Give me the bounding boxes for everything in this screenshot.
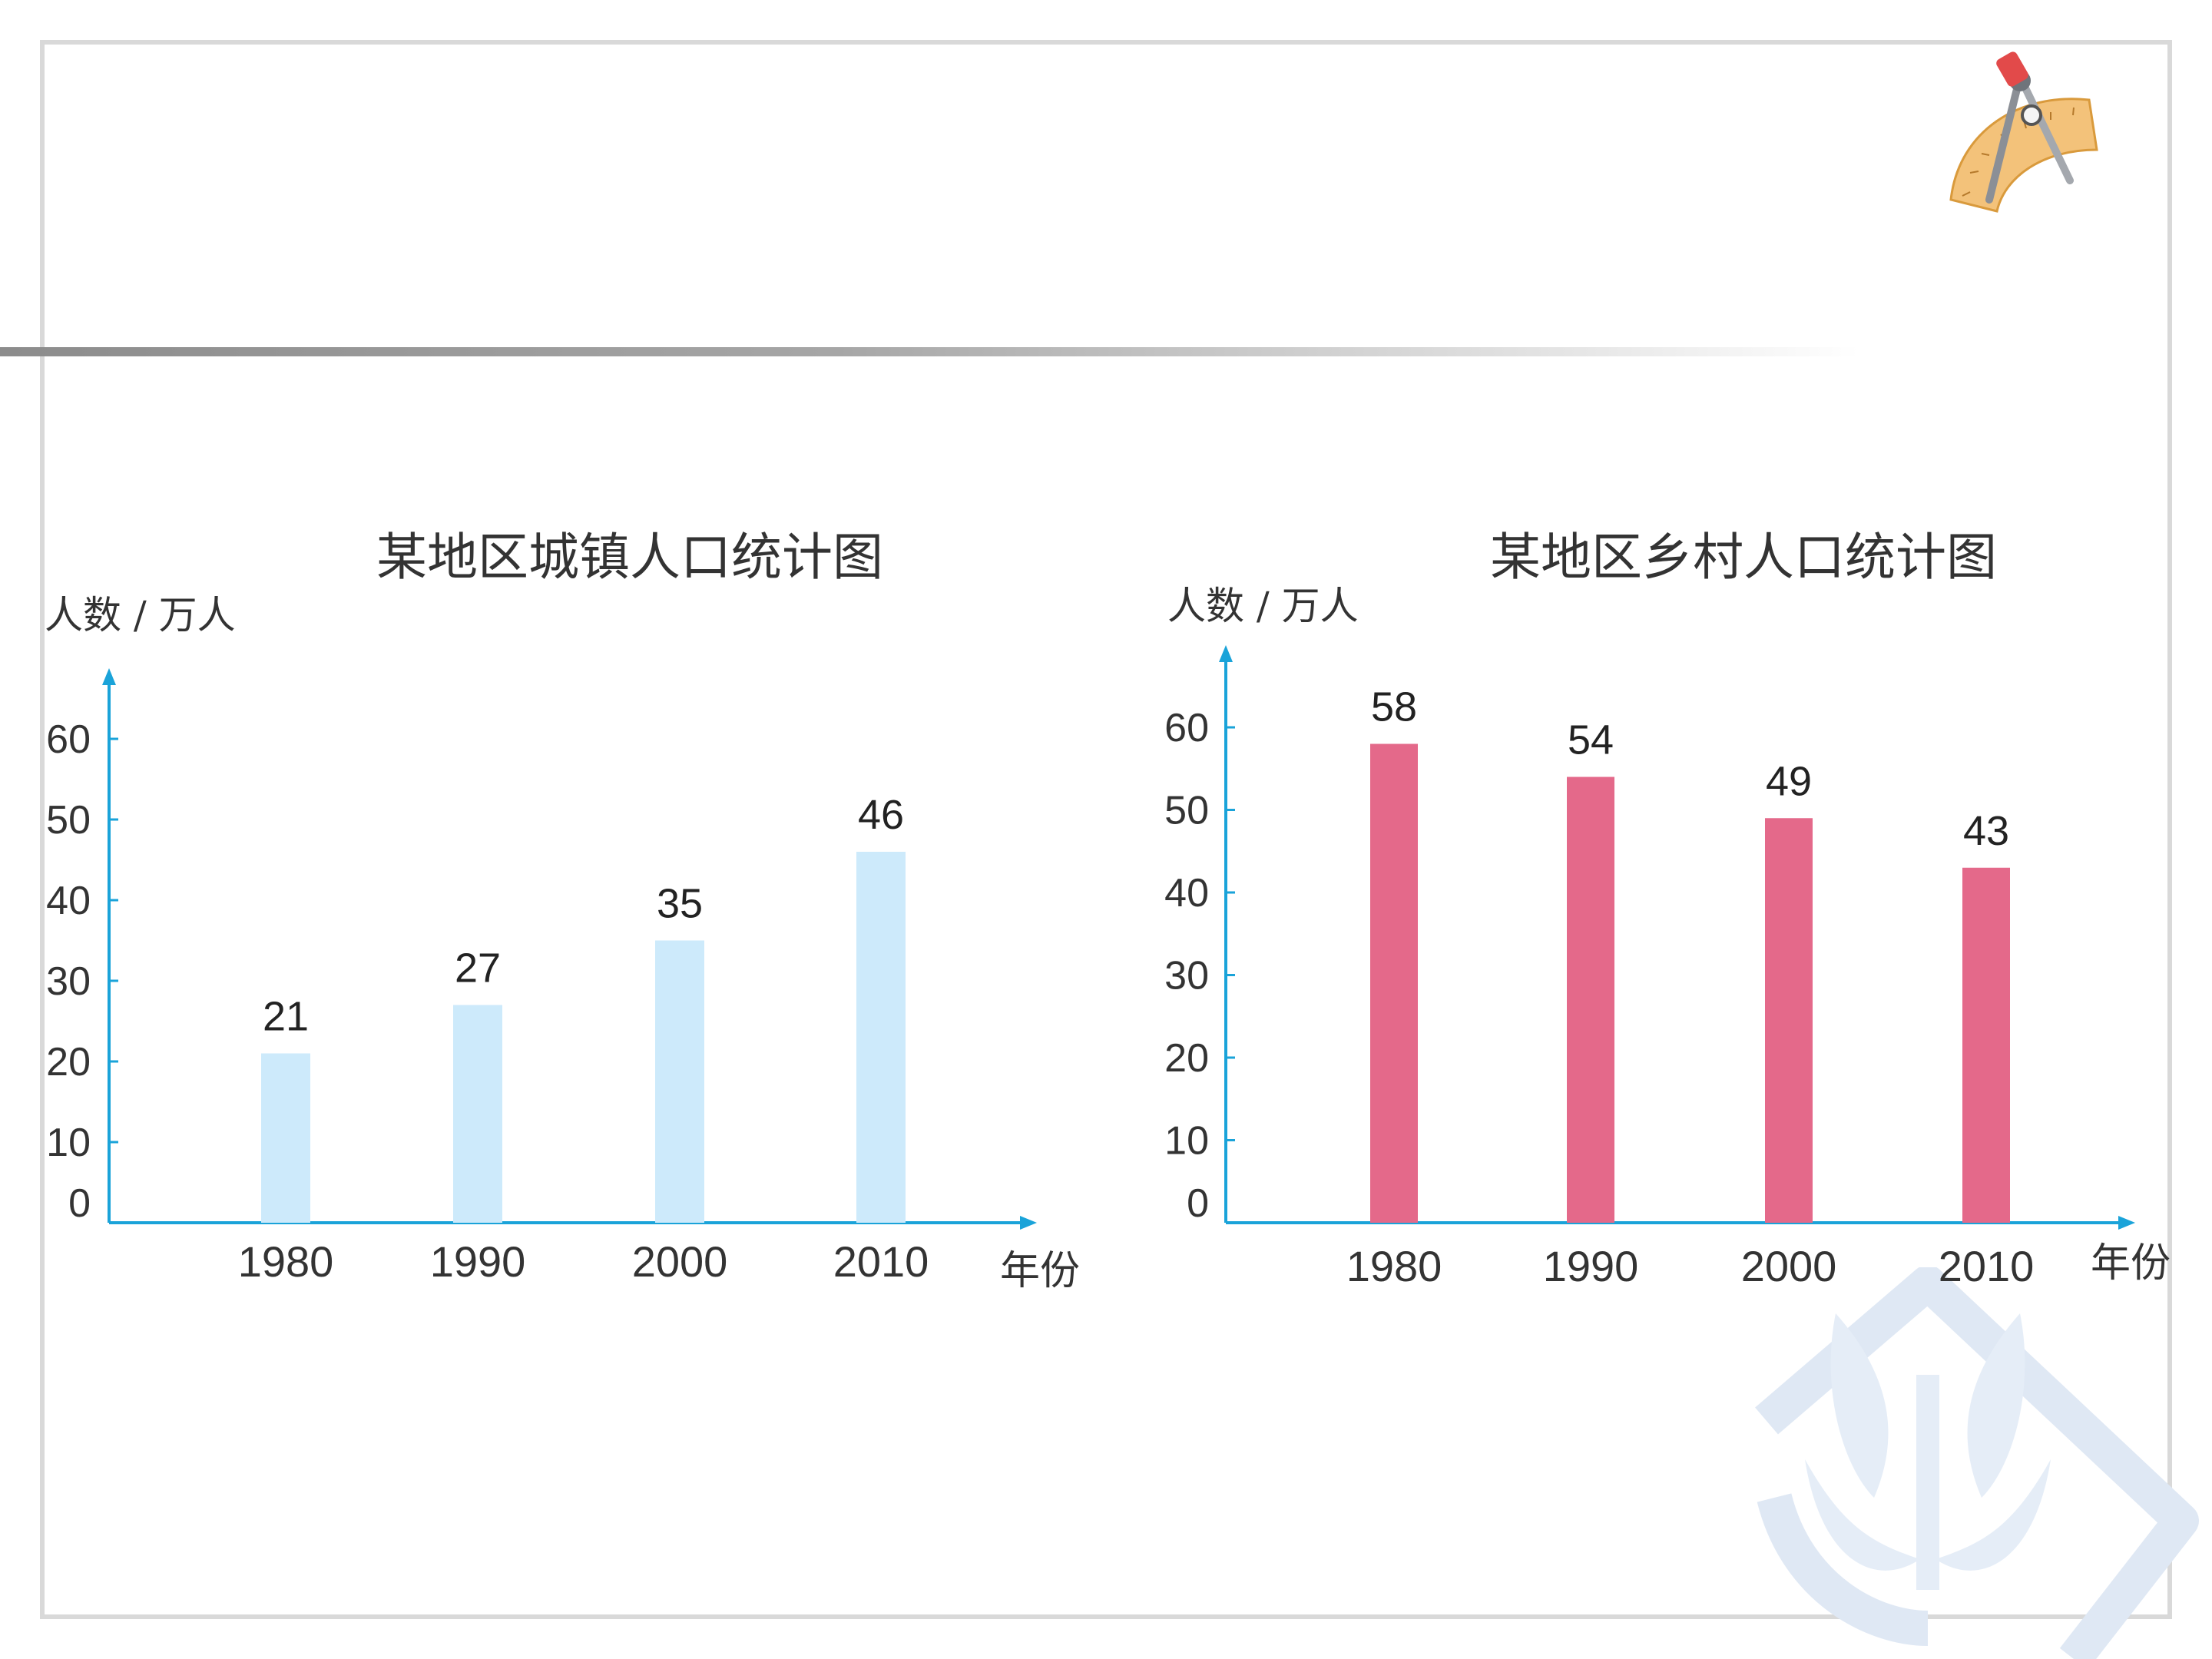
x-axis: 1980 1990 2000 2010 — [109, 1216, 1037, 1286]
compass-ruler-icon — [1949, 51, 2098, 213]
category-label: 1980 — [238, 1237, 334, 1286]
bar-2010 — [1962, 867, 2010, 1223]
y-tick-label: 40 — [46, 879, 91, 923]
y-tick-label: 0 — [68, 1181, 91, 1226]
bars: 58 54 49 43 — [1370, 684, 2010, 1223]
urban-population-bar-chart: 某地区城镇人口统计图 人数 / 万人 年份 0 10 20 30 40 50 60 1980… — [45, 528, 1080, 1294]
y-tick-label: 20 — [1164, 1036, 1209, 1081]
category-label: 2010 — [1939, 1242, 2035, 1290]
y-tick-label: 60 — [46, 717, 91, 762]
category-label: 2010 — [833, 1237, 929, 1286]
bar-1980 — [1370, 743, 1418, 1223]
category-label: 1990 — [1543, 1242, 1639, 1290]
data-label: 27 — [455, 945, 501, 992]
chart-title: 某地区城镇人口统计图 — [376, 528, 883, 587]
rural-population-bar-chart: 某地区乡村人口统计图 人数 / 万人 年份 0 10 20 30 40 50 60 1980… — [1164, 528, 2171, 1290]
bar-2000 — [655, 940, 704, 1223]
data-label: 49 — [1766, 758, 1812, 804]
data-label: 58 — [1371, 684, 1417, 730]
category-label: 1990 — [430, 1237, 526, 1286]
x-axis-arrow — [2118, 1216, 2135, 1230]
bar-2010 — [856, 852, 906, 1223]
y-tick-label: 20 — [46, 1040, 91, 1084]
y-tick-label: 60 — [1164, 706, 1209, 750]
data-label: 54 — [1568, 717, 1614, 763]
bar-2000 — [1765, 818, 1813, 1223]
y-axis-arrow — [102, 668, 116, 685]
y-tick-label: 10 — [46, 1121, 91, 1165]
bar-1990 — [453, 1005, 502, 1223]
y-tick-label: 10 — [1164, 1119, 1209, 1164]
category-label: 2000 — [632, 1237, 728, 1286]
x-axis-arrow — [1020, 1216, 1037, 1230]
data-label: 35 — [657, 881, 703, 927]
y-axis-arrow — [1219, 645, 1233, 662]
y-tick-label: 50 — [1164, 789, 1209, 833]
bar-1990 — [1567, 777, 1614, 1223]
x-axis: 1980 1990 2000 2010 — [1226, 1216, 2135, 1290]
category-label: 2000 — [1741, 1242, 1837, 1290]
y-axis-label: 人数 / 万人 — [45, 593, 236, 637]
y-tick-label: 30 — [46, 959, 91, 1004]
hands-plant-emblem-icon — [1755, 1267, 2199, 1659]
bar-1980 — [261, 1053, 310, 1223]
data-label: 43 — [1963, 808, 2009, 854]
x-axis-label: 年份 — [1000, 1248, 1080, 1294]
header-divider — [0, 347, 1859, 356]
data-label: 46 — [858, 792, 904, 838]
y-axis: 0 10 20 30 40 50 60 — [1164, 645, 1235, 1226]
bars: 21 27 35 46 — [261, 792, 906, 1223]
data-label: 21 — [263, 994, 309, 1040]
y-tick-label: 50 — [46, 798, 91, 843]
y-tick-label: 30 — [1164, 954, 1209, 998]
y-axis: 0 10 20 30 40 50 60 — [46, 668, 118, 1226]
y-axis-label: 人数 / 万人 — [1167, 584, 1359, 628]
x-axis-label: 年份 — [2091, 1240, 2171, 1286]
y-tick-label: 40 — [1164, 871, 1209, 916]
category-label: 1980 — [1346, 1242, 1442, 1290]
chart-title: 某地区乡村人口统计图 — [1490, 528, 1997, 587]
y-tick-label: 0 — [1187, 1181, 1209, 1226]
